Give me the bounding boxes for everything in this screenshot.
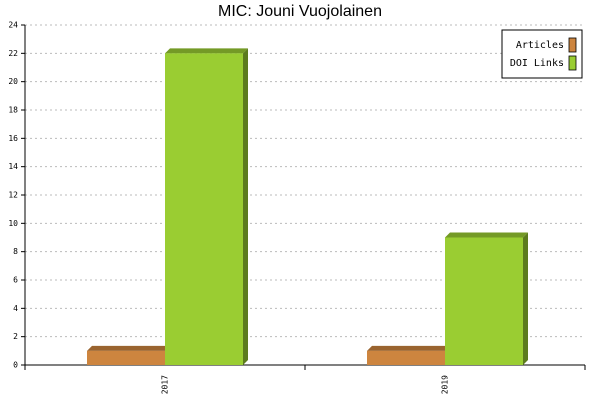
bar-group xyxy=(367,345,450,365)
y-tick-label: 8 xyxy=(13,247,18,256)
bar-group xyxy=(165,48,248,365)
x-tick-label: 2019 xyxy=(441,375,450,394)
y-tick-label: 16 xyxy=(8,134,18,143)
y-tick-label: 10 xyxy=(8,219,18,228)
legend-swatch xyxy=(568,37,577,53)
y-tick-label: 6 xyxy=(13,276,18,285)
bar-top xyxy=(165,48,248,54)
legend-label: Articles xyxy=(516,40,564,51)
bar-group xyxy=(445,232,528,365)
bar-side xyxy=(243,48,248,365)
y-tick-label: 0 xyxy=(13,361,18,370)
x-tick-label: 2017 xyxy=(161,375,170,394)
bar-top xyxy=(445,232,528,238)
bar-group xyxy=(87,345,170,365)
y-tick-label: 18 xyxy=(8,106,18,115)
bar-top xyxy=(87,345,170,351)
y-tick-label: 20 xyxy=(8,77,18,86)
y-tick-label: 12 xyxy=(8,191,18,200)
bar xyxy=(445,237,523,365)
y-tick-label: 22 xyxy=(8,49,18,58)
bar xyxy=(367,350,445,365)
bar xyxy=(165,53,243,365)
legend-swatch xyxy=(568,55,577,71)
y-tick-label: 24 xyxy=(8,21,18,30)
chart-title: MIC: Jouni Vuojolainen xyxy=(218,3,382,20)
y-tick-label: 4 xyxy=(13,304,18,313)
y-tick-label: 2 xyxy=(13,332,18,341)
legend-label: DOI Links xyxy=(510,58,564,69)
y-tick-label: 14 xyxy=(8,162,18,171)
bar xyxy=(87,350,165,365)
legend-box xyxy=(501,29,583,79)
bar-top xyxy=(367,345,450,351)
bar-side xyxy=(523,232,528,365)
